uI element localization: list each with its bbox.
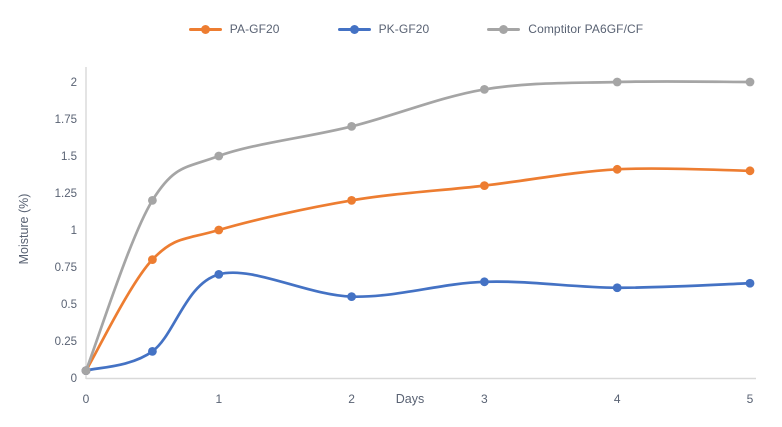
y-tick-label: 0	[71, 373, 77, 385]
y-tick-label: 1	[71, 225, 77, 237]
series-marker-pk-gf20	[148, 346, 157, 356]
x-axis-title: Days	[395, 392, 425, 406]
series-marker-comptitor-pa6gf-cf	[214, 151, 224, 161]
legend-item-comptitor-pa6gf-cf: Comptitor PA6GF/CF	[487, 22, 643, 36]
y-tick-label: 0.25	[55, 336, 77, 348]
x-tick-label: 2	[348, 392, 355, 406]
x-tick-label: 1	[215, 392, 222, 406]
chart-legend: PA-GF20 PK-GF20 Comptitor PA6GF/CF	[25, 22, 782, 36]
y-tick-label: 1.5	[61, 151, 77, 163]
series-marker-pa-gf20	[745, 166, 755, 176]
series-line-pa-gf20	[84, 167, 752, 372]
y-tick-label: 1.75	[55, 114, 77, 126]
legend-dot	[349, 24, 359, 34]
series-marker-pa-gf20	[480, 181, 489, 191]
series-marker-comptitor-pa6gf-cf	[148, 196, 157, 205]
x-tick-label: 5	[747, 392, 754, 406]
y-tick-label: 2	[71, 77, 77, 89]
series-marker-pa-gf20	[214, 225, 224, 235]
y-axis-title: Moisture (%)	[17, 193, 31, 265]
series-line-pk-gf20	[84, 271, 752, 372]
y-tick-label: 1.25	[55, 188, 77, 200]
legend-label: Comptitor PA6GF/CF	[528, 22, 644, 36]
series-marker-pk-gf20	[347, 292, 356, 301]
legend-marker-icon	[487, 24, 521, 34]
legend-label: PK-GF20	[378, 22, 430, 36]
legend-marker-icon	[337, 24, 371, 34]
series-marker-pa-gf20	[612, 164, 622, 174]
series-marker-comptitor-pa6gf-cf	[745, 77, 755, 87]
legend-marker-icon	[188, 24, 222, 34]
series-marker-pa-gf20	[148, 255, 157, 264]
series-marker-pk-gf20	[745, 278, 755, 288]
y-tick-label: 0.5	[61, 299, 77, 311]
series-marker-pk-gf20	[612, 283, 622, 293]
series-marker-comptitor-pa6gf-cf	[347, 122, 356, 131]
x-tick-label: 4	[614, 392, 621, 406]
legend-dot	[499, 24, 509, 34]
series-marker-comptitor-pa6gf-cf	[480, 85, 489, 94]
series-marker-comptitor-pa6gf-cf	[612, 77, 622, 87]
series-marker-comptitor-pa6gf-cf	[81, 366, 91, 375]
series-marker-pk-gf20	[214, 270, 224, 279]
y-tick-label: 0.75	[55, 262, 77, 274]
series-marker-pa-gf20	[347, 196, 356, 205]
series-line-comptitor-pa6gf-cf	[84, 80, 752, 372]
legend-dot	[200, 24, 210, 34]
legend-item-pk-gf20: PK-GF20	[337, 22, 430, 36]
x-tick-label: 0	[83, 392, 90, 406]
x-tick-label: 3	[481, 392, 488, 406]
legend-label: PA-GF20	[229, 22, 280, 36]
legend-item-pa-gf20: PA-GF20	[188, 22, 280, 36]
series-marker-pk-gf20	[480, 277, 489, 287]
